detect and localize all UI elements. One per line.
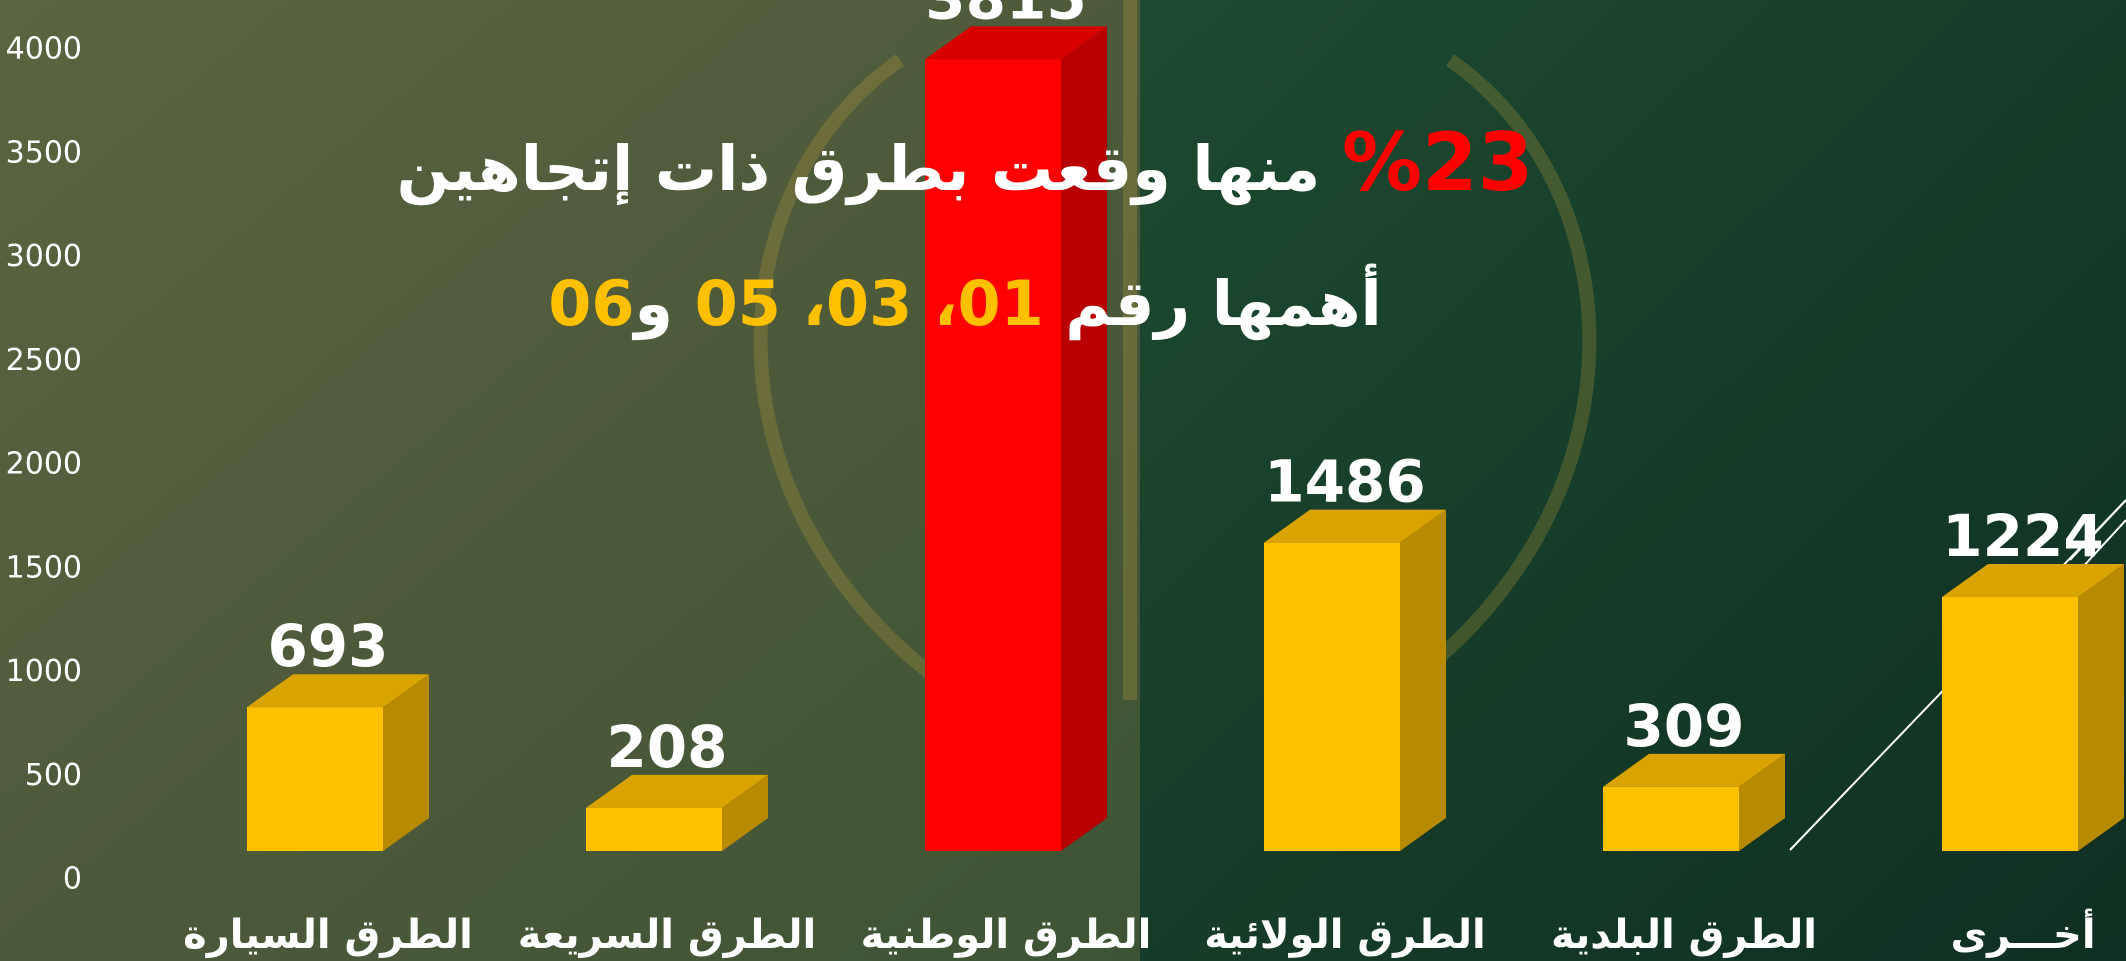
value-label: 1224 [1942,502,2103,570]
bar-front [247,707,383,851]
x-tick-label: الطرق البلدية [1551,912,1817,958]
bar-front [1603,786,1739,851]
bar-front [1942,597,2078,851]
y-tick-label: 2000 [6,447,82,482]
x-tick-label: الطرق الوطنية [861,912,1152,958]
y-tick-label: 3500 [6,135,82,170]
bar-front [925,59,1061,851]
bar-top [1264,509,1446,543]
bar-top [1942,564,2124,598]
y-tick-label: 2500 [6,343,82,378]
x-tick-label: الطرق السريعة [518,912,816,958]
x-tick-label: أخـــرى [1950,908,2095,958]
y-tick-label: 0 [63,862,82,897]
bar-top [247,674,429,708]
bar-side [2078,564,2124,851]
annotation-part: 01، 03، 05 [695,267,1044,340]
bar-side [722,774,768,851]
bar [1264,509,1446,851]
annotation-part: أهمها رقم [1044,263,1382,340]
annotation-part: منها وقعت بطرق ذات إتجاهين [397,132,1342,205]
bar-side [1400,509,1446,851]
bar-side [383,674,429,851]
annotation-part: 06 [548,267,634,340]
value-label: 693 [267,612,388,680]
y-tick-label: 1000 [6,654,82,689]
bar [1942,564,2124,851]
bar-front [1264,542,1400,851]
annotation-part: %23 [1342,116,1533,209]
bar-top [1603,753,1785,787]
annotation-part: و [631,267,694,340]
y-tick-label: 500 [25,758,82,793]
x-tick-label: الطرق السيارة [183,912,473,958]
laurel-emblem [753,0,1597,727]
bar-front [586,807,722,851]
bar [586,774,768,851]
bar-side [1739,753,1785,851]
value-label: 208 [606,713,727,781]
bar-side [1061,26,1107,851]
value-label: 1486 [1264,448,1425,516]
bar-top [925,26,1107,60]
bar [247,674,429,851]
value-label: 3815 [925,0,1086,32]
bar [925,26,1107,851]
bar-top [586,774,768,808]
bar [1603,753,1785,851]
annotation: أهمها رقم 01، 03، 05 و06 [548,263,1382,340]
annotation: %23 منها وقعت بطرق ذات إتجاهين [397,116,1534,209]
y-tick-label: 4000 [6,32,82,67]
x-tick-label: الطرق الولائية [1204,912,1485,958]
y-tick-label: 3000 [6,239,82,274]
value-label: 309 [1623,692,1744,760]
y-tick-label: 1500 [6,550,82,585]
